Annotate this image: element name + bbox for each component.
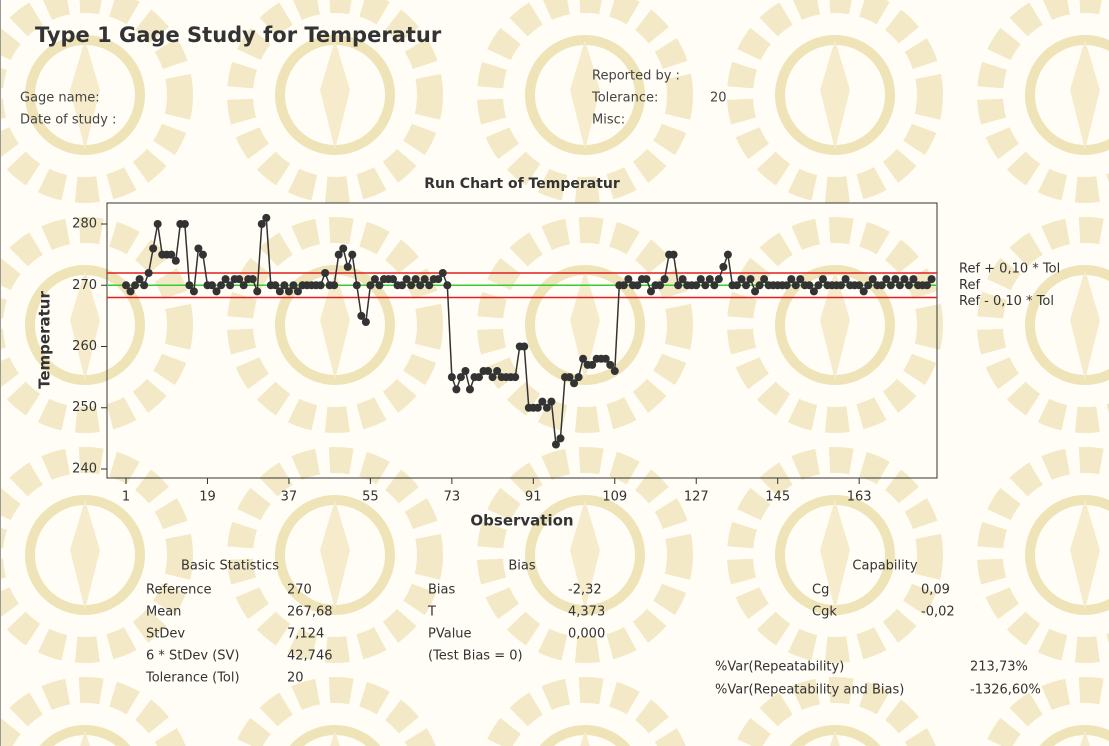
data-point [262,214,270,222]
x-tick-label: 109 [602,490,627,505]
x-tick-label: 37 [281,490,298,505]
data-point [321,269,329,277]
stat-value: 0,000 [568,627,605,642]
stat-label: Cg [812,583,829,598]
variance-label: %Var(Repeatability and Bias) [715,683,904,698]
stat-label: Tolerance (Tol) [145,671,240,686]
stat-label: Reference [146,583,211,598]
tolerance-label: Tolerance: [591,91,658,106]
y-tick-label: 250 [72,400,97,415]
y-tick-label: 240 [72,461,97,476]
reported-by: Reported by : [592,69,680,84]
data-point [190,287,198,295]
data-point [520,343,528,351]
variance-value: -1326,60% [970,683,1041,698]
stat-value: 7,124 [287,627,324,642]
stat-label: PValue [428,627,472,642]
data-point [140,281,148,289]
stat-value: 267,68 [287,605,333,620]
x-tick-label: 73 [444,490,461,505]
page: Type 1 Gage Study for Temperatur Reporte… [0,0,1109,746]
data-point [452,385,460,393]
report-title: Type 1 Gage Study for Temperatur [35,23,442,47]
data-point [715,275,723,283]
stat-label: Bias [428,583,455,598]
section-title: Bias [508,559,535,574]
data-point [575,373,583,381]
reference-label: Ref - 0,10 * Tol [959,294,1054,309]
reference-label: Ref [959,278,980,293]
gage-name: Gage name: [20,91,100,106]
stat-value: 270 [287,583,312,598]
stat-value: 42,746 [287,649,333,664]
x-axis-label: Observation [470,512,573,530]
data-point [249,275,257,283]
data-point [253,287,261,295]
data-point [448,373,456,381]
data-point [928,275,936,283]
stat-label: 6 * StDev (SV) [146,649,240,664]
data-point [556,434,564,442]
data-point [670,251,678,259]
chart-title: Run Chart of Temperatur [424,176,620,192]
data-point [511,373,519,381]
stat-label: Cgk [812,605,837,620]
x-tick-label: 19 [199,490,216,505]
y-axis-label: Temperatur [36,291,54,389]
data-point [439,269,447,277]
stat-value: 4,373 [568,605,605,620]
data-point [339,245,347,253]
date-of-study: Date of study : [20,113,116,128]
y-tick-label: 280 [72,217,97,232]
stat-label: Mean [146,605,181,620]
y-tick-label: 260 [72,339,97,354]
data-point [145,269,153,277]
data-point [461,367,469,375]
stat-value: 0,09 [921,583,950,598]
report: Type 1 Gage Study for Temperatur Reporte… [0,0,1109,746]
data-point [547,398,555,406]
stat-value: -2,32 [568,583,602,598]
data-point [747,275,755,283]
x-tick-label: 163 [847,490,872,505]
x-tick-label: 127 [684,490,709,505]
x-tick-label: 55 [362,490,379,505]
data-point [199,251,207,259]
data-point [154,220,162,228]
data-point [443,281,451,289]
data-point [344,263,352,271]
data-point [642,275,650,283]
section-title: Basic Statistics [181,559,279,574]
tolerance-value: 20 [710,91,727,106]
stat-value: 20 [287,671,304,686]
data-point [330,281,338,289]
misc: Misc: [592,113,625,128]
reference-label: Ref + 0,10 * Tol [959,262,1060,277]
data-point [181,220,189,228]
data-point [353,281,361,289]
data-point [317,281,325,289]
data-point [149,245,157,253]
x-tick-label: 145 [765,490,790,505]
stat-label: StDev [146,627,185,642]
variance-value: 213,73% [970,660,1028,675]
data-point [362,318,370,326]
section-title: Capability [852,559,917,574]
x-tick-label: 91 [525,490,542,505]
y-tick-label: 270 [72,278,97,293]
data-point [661,275,669,283]
stat-label: T [427,605,436,620]
stat-label: (Test Bias = 0) [428,649,523,664]
x-tick-label: 1 [122,490,130,505]
data-point [172,257,180,265]
data-point [719,263,727,271]
data-point [724,251,732,259]
data-point [611,367,619,375]
data-point [466,385,474,393]
variance-label: %Var(Repeatability) [715,660,844,675]
data-point [348,251,356,259]
stat-value: -0,02 [921,605,955,620]
